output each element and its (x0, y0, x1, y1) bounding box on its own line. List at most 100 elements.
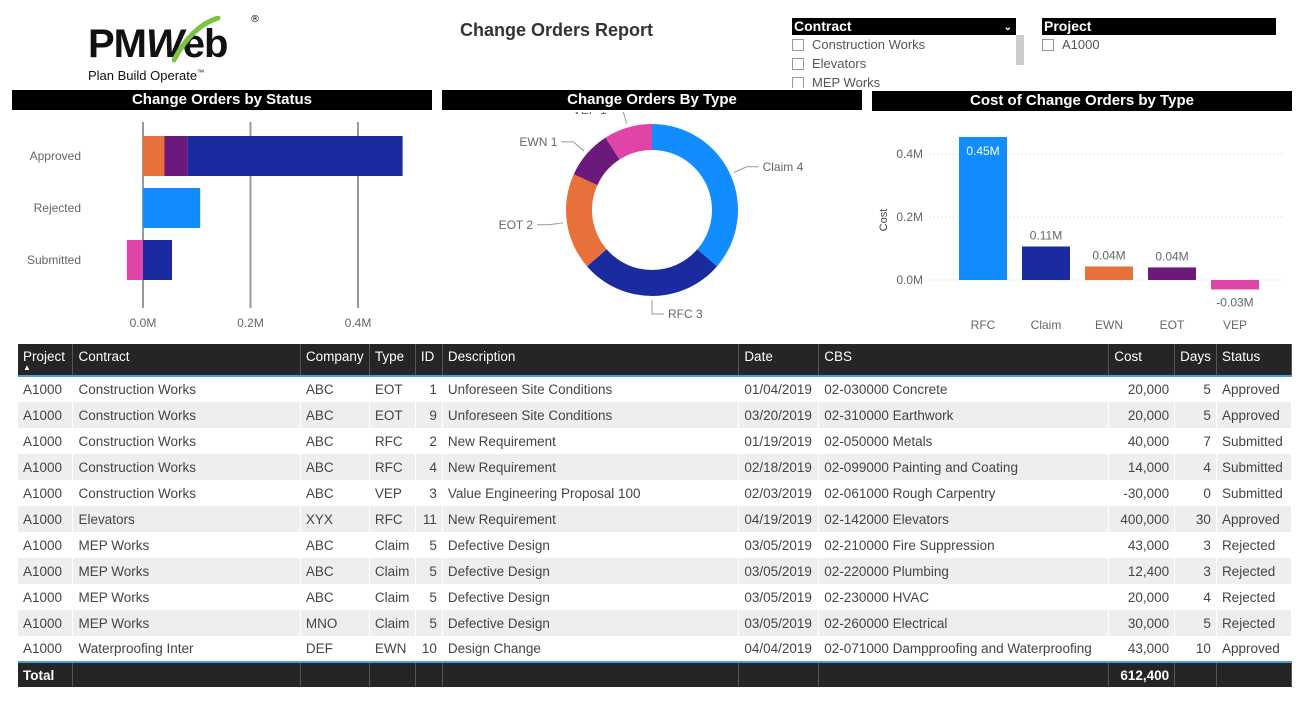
column-header-description[interactable]: Description (442, 344, 740, 377)
cell-date: 02/18/2019 (738, 454, 820, 480)
type-donut-chart: Claim 4 RFC 3 EOT 2 EWN 1 VEP 1 (499, 112, 804, 321)
cell-description: Value Engineering Proposal 100 (442, 480, 740, 506)
project-slicer[interactable]: Project A1000 (1042, 18, 1276, 54)
checkbox-icon[interactable] (792, 76, 804, 88)
cell-cost: 40,000 (1108, 428, 1176, 454)
table-row[interactable]: A1000 MEP Works MNO Claim 5 Defective Design 0… (18, 610, 1293, 636)
cell-type: Claim (369, 584, 416, 610)
table-row[interactable]: A1000 Construction Works ABC EOT 1 Unforeseen… (18, 376, 1293, 402)
checkbox-icon[interactable] (792, 57, 804, 70)
table-row[interactable]: A1000 MEP Works ABC Claim 5 Defective Design 0… (18, 558, 1293, 584)
cell-type: EOT (369, 376, 416, 402)
cell-type: Claim (369, 610, 416, 636)
donut-slice-label: Claim 4 (763, 160, 804, 174)
table-header-row: Project ▲ Contract Company Type ID Descri… (18, 344, 1293, 377)
cell-contract: MEP Works (72, 532, 301, 558)
column-header-cost[interactable]: Cost (1108, 344, 1176, 377)
cell-days: 7 (1174, 428, 1217, 454)
cell-cbs: 02-142000 Elevators (818, 506, 1110, 532)
donut-slice-ewn (573, 137, 620, 186)
cell-company: ABC (300, 376, 370, 402)
cost-chart-title: Cost of Change Orders by Type (872, 91, 1292, 111)
table-row[interactable]: A1000 Construction Works ABC RFC 4 New Requir… (18, 454, 1293, 480)
column-header-project[interactable]: Project ▲ (18, 344, 74, 377)
cell-days: 5 (1174, 610, 1217, 636)
column-header-company[interactable]: Company (300, 344, 370, 377)
donut-leader-line (537, 222, 563, 226)
column-header-contract[interactable]: Contract (72, 344, 301, 377)
column-header-type[interactable]: Type (369, 344, 416, 377)
cell-cost: -30,000 (1108, 480, 1176, 506)
cell-project: A1000 (18, 402, 74, 428)
cell-description: Defective Design (442, 610, 740, 636)
cell-cost: 20,000 (1108, 402, 1176, 428)
cell-project: A1000 (18, 610, 74, 636)
table-row[interactable]: A1000 Waterproofing Inter DEF EWN 10 Design C… (18, 636, 1293, 662)
cell-id: 5 (415, 610, 443, 636)
column-header-days[interactable]: Days (1174, 344, 1217, 377)
cell-project: A1000 (18, 584, 74, 610)
cell-company: ABC (300, 480, 370, 506)
cell-date: 03/05/2019 (738, 584, 820, 610)
cost-data-label: 0.45M (966, 144, 999, 158)
cell-type: EWN (369, 636, 416, 662)
cell-id: 10 (415, 636, 443, 662)
cell-contract: Construction Works (72, 454, 301, 480)
cell-contract: MEP Works (72, 584, 301, 610)
table-row[interactable]: A1000 Construction Works ABC VEP 3 Value Engi… (18, 480, 1293, 506)
column-header-date[interactable]: Date (738, 344, 820, 377)
status-category-label: Rejected (34, 201, 81, 215)
cell-description: Design Change (442, 636, 740, 662)
donut-slice-vep (605, 124, 652, 160)
cell-days: 4 (1174, 454, 1217, 480)
page-title: Change Orders Report (460, 20, 654, 40)
cell-cost: 43,000 (1108, 532, 1176, 558)
checkbox-icon[interactable] (792, 38, 804, 51)
table-row[interactable]: A1000 Construction Works ABC EOT 9 Unforeseen… (18, 402, 1293, 428)
table-row[interactable]: A1000 Elevators XYX RFC 11 New Requirement 04/… (18, 506, 1293, 532)
contract-option[interactable]: MEP Works (792, 73, 1016, 88)
project-option[interactable]: A1000 (1042, 35, 1276, 54)
table-row[interactable]: A1000 Construction Works ABC RFC 2 New Requir… (18, 428, 1293, 454)
cell-cbs: 02-310000 Earthwork (818, 402, 1110, 428)
cell-status: Submitted (1216, 480, 1293, 506)
status-bar-segment (164, 136, 188, 176)
cell-contract: Construction Works (72, 376, 301, 402)
cell-type: RFC (369, 506, 416, 532)
checkbox-icon[interactable] (1042, 38, 1054, 51)
cell-date: 03/05/2019 (738, 558, 820, 584)
contract-slicer-scrollbar[interactable] (1016, 35, 1024, 65)
column-header-id[interactable]: ID (415, 344, 443, 377)
cost-bar (1148, 267, 1196, 280)
cell-company: DEF (300, 636, 370, 662)
cell-cost: 12,400 (1108, 558, 1176, 584)
donut-leader-line (622, 112, 628, 124)
total-cost: 612,400 (1108, 661, 1176, 687)
cell-description: Defective Design (442, 532, 740, 558)
cell-date: 02/03/2019 (738, 480, 820, 506)
sort-asc-icon[interactable]: ▲ (23, 363, 31, 372)
table-row[interactable]: A1000 MEP Works ABC Claim 5 Defective Design 0… (18, 584, 1293, 610)
registered-mark: ® (250, 14, 260, 25)
cost-bar (1085, 266, 1133, 280)
cell-cost: 30,000 (1108, 610, 1176, 636)
cell-cbs: 02-030000 Concrete (818, 376, 1110, 402)
cell-company: ABC (300, 584, 370, 610)
column-header-cbs[interactable]: CBS (818, 344, 1110, 377)
column-header-status[interactable]: Status (1216, 344, 1293, 377)
status-bar-segment (143, 136, 165, 176)
contract-option[interactable]: Construction Works (792, 35, 1016, 54)
contract-slicer-header[interactable]: Contract ⌄ (792, 18, 1016, 35)
cell-type: EOT (369, 402, 416, 428)
cost-y-axis-label: Cost (878, 209, 890, 232)
logo-swoosh-icon (172, 16, 221, 63)
chevron-down-icon[interactable]: ⌄ (1003, 22, 1012, 33)
cell-description: Unforeseen Site Conditions (442, 376, 740, 402)
table-row[interactable]: A1000 MEP Works ABC Claim 5 Defective Design 0… (18, 532, 1293, 558)
contract-option[interactable]: Elevators (792, 54, 1016, 73)
cell-project: A1000 (18, 428, 74, 454)
pmweb-logo: PMWeb ® Plan Build Operate™ (86, 14, 266, 88)
change-orders-table: Project ▲ Contract Company Type ID Descri… (18, 344, 1293, 687)
contract-slicer[interactable]: Contract ⌄ Construction Works Elevators … (792, 18, 1016, 88)
cost-category-label: RFC (971, 318, 996, 332)
